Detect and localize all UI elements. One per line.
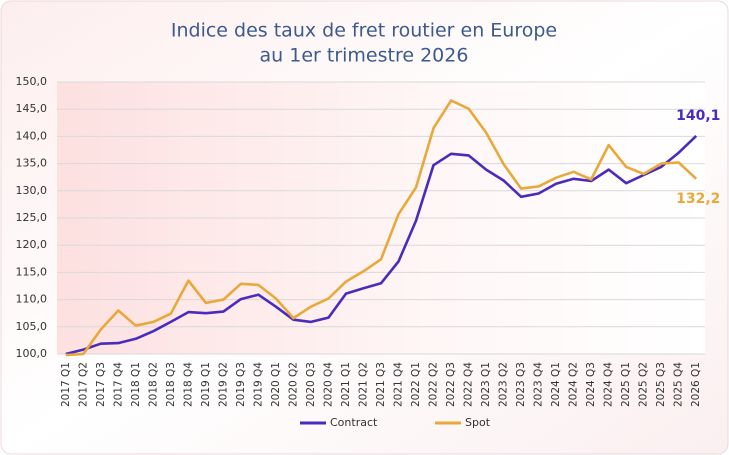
x-tick-label: 2021 Q1 bbox=[340, 362, 352, 407]
x-tick-label: 2022 Q3 bbox=[445, 362, 457, 407]
x-tick-label: 2024 Q2 bbox=[568, 362, 580, 407]
y-tick-label: 140,0 bbox=[16, 129, 48, 142]
x-tick-label: 2023 Q1 bbox=[480, 362, 492, 407]
x-tick-label: 2020 Q4 bbox=[322, 362, 334, 407]
y-tick-label: 130,0 bbox=[16, 184, 48, 197]
y-tick-label: 125,0 bbox=[16, 211, 48, 224]
x-tick-label: 2019 Q1 bbox=[200, 362, 212, 407]
x-tick-label: 2022 Q1 bbox=[410, 362, 422, 407]
x-tick-label: 2026 Q1 bbox=[690, 362, 702, 407]
legend-label: Contract bbox=[330, 416, 378, 429]
x-tick-label: 2021 Q2 bbox=[357, 362, 369, 407]
x-tick-label: 2017 Q4 bbox=[112, 362, 124, 407]
x-tick-label: 2025 Q3 bbox=[655, 362, 667, 407]
x-tick-label: 2017 Q3 bbox=[95, 362, 107, 407]
x-tick-label: 2019 Q2 bbox=[217, 362, 229, 407]
x-tick-label: 2021 Q3 bbox=[375, 362, 387, 407]
x-tick-label: 2019 Q3 bbox=[235, 362, 247, 407]
data-label: 132,2 bbox=[676, 191, 720, 207]
y-tick-label: 115,0 bbox=[16, 265, 48, 278]
x-tick-label: 2022 Q4 bbox=[463, 362, 475, 407]
x-tick-label: 2024 Q4 bbox=[603, 362, 615, 407]
chart-title: au 1er trimestre 2026 bbox=[260, 45, 469, 67]
x-tick-label: 2020 Q1 bbox=[270, 362, 282, 407]
x-tick-label: 2025 Q1 bbox=[620, 362, 632, 407]
y-tick-label: 105,0 bbox=[16, 320, 48, 333]
x-tick-label: 2020 Q3 bbox=[305, 362, 317, 407]
series-line bbox=[65, 99, 698, 357]
y-tick-label: 120,0 bbox=[16, 238, 48, 251]
y-tick-label: 150,0 bbox=[16, 75, 48, 88]
x-tick-label: 2018 Q4 bbox=[182, 362, 194, 407]
x-tick-label: 2021 Q4 bbox=[393, 362, 405, 407]
data-label: 140,1 bbox=[676, 108, 720, 124]
x-tick-label: 2018 Q3 bbox=[165, 362, 177, 407]
x-tick-label: 2025 Q2 bbox=[638, 362, 650, 407]
x-tick-label: 2018 Q1 bbox=[130, 362, 142, 407]
x-tick-label: 2019 Q4 bbox=[252, 362, 264, 407]
x-tick-label: 2017 Q2 bbox=[77, 362, 89, 407]
series-line bbox=[65, 134, 698, 356]
x-tick-label: 2024 Q3 bbox=[585, 362, 597, 407]
x-tick-label: 2020 Q2 bbox=[287, 362, 299, 407]
x-tick-label: 2022 Q2 bbox=[428, 362, 440, 407]
y-tick-label: 100,0 bbox=[16, 347, 48, 360]
x-tick-label: 2023 Q3 bbox=[515, 362, 527, 407]
x-tick-label: 2025 Q4 bbox=[673, 362, 685, 407]
x-tick-label: 2023 Q4 bbox=[533, 362, 545, 407]
x-tick-label: 2024 Q1 bbox=[550, 362, 562, 407]
y-tick-label: 110,0 bbox=[16, 293, 48, 306]
y-tick-label: 135,0 bbox=[16, 157, 48, 170]
y-tick-label: 145,0 bbox=[16, 102, 48, 115]
x-tick-label: 2023 Q2 bbox=[498, 362, 510, 407]
legend-label: Spot bbox=[465, 416, 491, 429]
chart-title: Indice des taux de fret routier en Europ… bbox=[171, 20, 557, 42]
x-tick-label: 2017 Q1 bbox=[60, 362, 72, 407]
x-tick-label: 2018 Q2 bbox=[147, 362, 159, 407]
